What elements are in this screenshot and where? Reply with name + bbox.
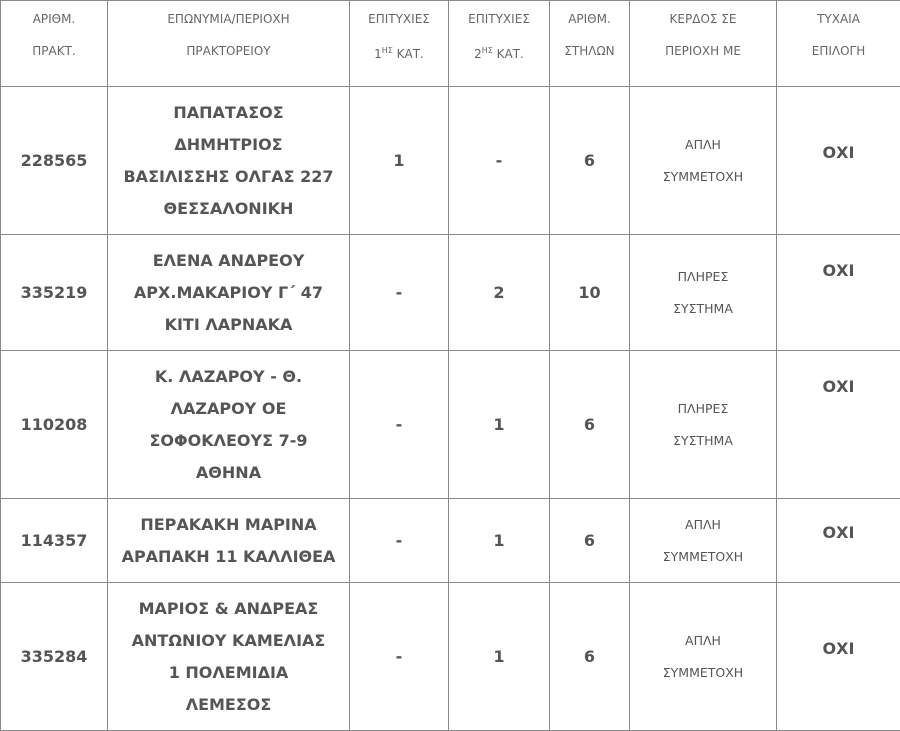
agency-code: 335219 [1,235,108,351]
agency-code: 114357 [1,499,108,583]
agency-code: 228565 [1,87,108,235]
random-pick: ΟΧΙ [777,87,900,235]
random-pick: ΟΧΙ [777,351,900,499]
columns-count: 6 [550,583,630,731]
cat1-wins: - [350,499,449,583]
agency-code: 335284 [1,583,108,731]
columns-count: 6 [550,351,630,499]
cat2-wins: 1 [449,351,550,499]
columns-count: 10 [550,235,630,351]
cat1-wins: - [350,583,449,731]
columns-count: 6 [550,87,630,235]
header-columns: ΑΡΙΘΜ.ΣΤΗΛΩΝ [550,1,630,87]
random-pick: ΟΧΙ [777,583,900,731]
header-agency-code: ΑΡΙΘΜ.ΠΡΑΚΤ. [1,1,108,87]
cat2-wins: 1 [449,499,550,583]
cat1-wins: - [350,351,449,499]
cat1-wins: - [350,235,449,351]
agency-code: 110208 [1,351,108,499]
random-pick: ΟΧΙ [777,235,900,351]
random-pick: ΟΧΙ [777,499,900,583]
cat2-wins: - [449,87,550,235]
cat2-wins: 2 [449,235,550,351]
cat2-wins: 1 [449,583,550,731]
cat1-wins: 1 [350,87,449,235]
columns-count: 6 [550,499,630,583]
